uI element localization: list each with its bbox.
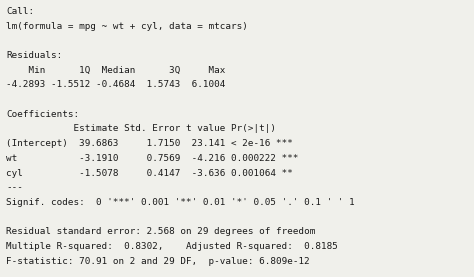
Text: Residual standard error: 2.568 on 29 degrees of freedom: Residual standard error: 2.568 on 29 deg… xyxy=(6,227,316,236)
Text: (Intercept)  39.6863     1.7150  23.141 < 2e-16 ***: (Intercept) 39.6863 1.7150 23.141 < 2e-1… xyxy=(6,139,293,148)
Text: Multiple R-squared:  0.8302,    Adjusted R-squared:  0.8185: Multiple R-squared: 0.8302, Adjusted R-s… xyxy=(6,242,338,251)
Text: cyl          -1.5078     0.4147  -3.636 0.001064 **: cyl -1.5078 0.4147 -3.636 0.001064 ** xyxy=(6,169,299,178)
Text: Residuals:: Residuals: xyxy=(6,51,63,60)
Text: Min      1Q  Median      3Q     Max: Min 1Q Median 3Q Max xyxy=(6,66,226,75)
Text: Signif. codes:  0 '***' 0.001 '**' 0.01 '*' 0.05 '.' 0.1 ' ' 1: Signif. codes: 0 '***' 0.001 '**' 0.01 '… xyxy=(6,198,355,207)
Text: Coefficients:: Coefficients: xyxy=(6,110,79,119)
Text: Call:: Call: xyxy=(6,7,34,16)
Text: lm(formula = mpg ~ wt + cyl, data = mtcars): lm(formula = mpg ~ wt + cyl, data = mtca… xyxy=(6,22,248,31)
Text: wt           -3.1910     0.7569  -4.216 0.000222 ***: wt -3.1910 0.7569 -4.216 0.000222 *** xyxy=(6,154,299,163)
Text: F-statistic: 70.91 on 2 and 29 DF,  p-value: 6.809e-12: F-statistic: 70.91 on 2 and 29 DF, p-val… xyxy=(6,257,310,266)
Text: Estimate Std. Error t value Pr(>|t|): Estimate Std. Error t value Pr(>|t|) xyxy=(6,124,293,134)
Text: ---: --- xyxy=(6,183,23,192)
Text: -4.2893 -1.5512 -0.4684  1.5743  6.1004: -4.2893 -1.5512 -0.4684 1.5743 6.1004 xyxy=(6,80,226,89)
